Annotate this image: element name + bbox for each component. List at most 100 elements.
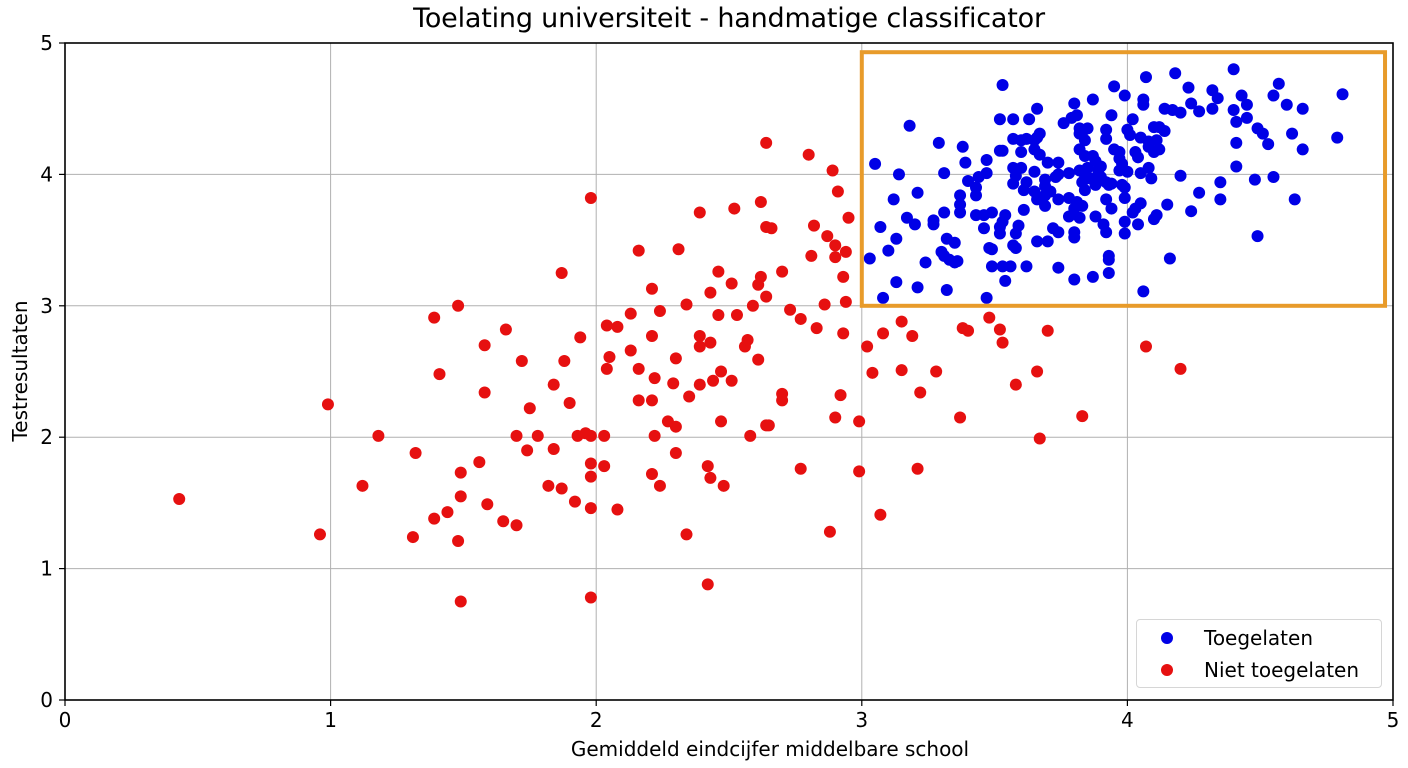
data-point xyxy=(454,490,467,503)
data-point xyxy=(877,291,890,304)
data-point xyxy=(970,189,983,202)
legend: Toegelaten Niet toegelaten xyxy=(1136,619,1382,688)
data-point xyxy=(481,498,494,511)
data-point xyxy=(1256,127,1269,140)
data-point xyxy=(1044,185,1057,198)
data-point xyxy=(1137,285,1150,298)
data-point xyxy=(914,386,927,399)
data-point xyxy=(452,535,465,548)
data-point xyxy=(667,377,680,390)
data-point xyxy=(1009,378,1022,391)
data-point xyxy=(683,390,696,403)
data-point xyxy=(746,299,759,312)
data-point xyxy=(829,411,842,424)
data-point xyxy=(744,429,757,442)
data-point xyxy=(1118,181,1131,194)
data-point xyxy=(1041,235,1054,248)
data-point xyxy=(510,429,523,442)
data-point xyxy=(584,429,597,442)
data-point xyxy=(980,153,993,166)
data-point xyxy=(531,429,544,442)
data-point xyxy=(837,327,850,340)
data-point xyxy=(1039,199,1052,212)
data-point xyxy=(584,502,597,515)
data-point xyxy=(1147,213,1160,226)
data-point xyxy=(762,419,775,432)
data-point xyxy=(645,282,658,295)
data-point xyxy=(1280,98,1293,111)
data-point xyxy=(725,277,738,290)
data-point xyxy=(996,144,1009,157)
data-point xyxy=(752,353,765,366)
axis-ticks: 0 1 2 3 4 5 0 1 2 3 4 5 xyxy=(40,31,1399,732)
legend-label: Niet toegelaten xyxy=(1204,658,1360,682)
x-axis-label: Gemiddeld eindcijfer middelbare school xyxy=(570,737,970,761)
data-point xyxy=(1147,146,1160,159)
data-point xyxy=(1251,230,1264,243)
data-point xyxy=(1331,131,1344,144)
y-tick-label: 2 xyxy=(40,425,53,449)
data-point xyxy=(173,492,186,505)
data-point xyxy=(1076,410,1089,423)
data-point xyxy=(478,339,491,352)
data-point xyxy=(1068,97,1081,110)
data-point xyxy=(632,244,645,257)
data-point xyxy=(908,218,921,231)
data-point xyxy=(1139,71,1152,84)
data-point xyxy=(839,245,852,258)
legend-marker-blue-dot-icon xyxy=(1161,632,1173,644)
data-point xyxy=(672,243,685,256)
data-point xyxy=(1211,92,1224,105)
data-point xyxy=(1158,125,1171,138)
data-point xyxy=(1031,365,1044,378)
data-point xyxy=(563,397,576,410)
data-point xyxy=(1214,176,1227,189)
data-point xyxy=(1089,178,1102,191)
data-point xyxy=(680,298,693,311)
data-point xyxy=(906,330,919,343)
data-point xyxy=(1193,105,1206,118)
data-point xyxy=(1124,128,1137,141)
data-point xyxy=(1118,215,1131,228)
x-tick-label: 3 xyxy=(855,708,868,732)
data-point xyxy=(1267,171,1280,184)
data-point xyxy=(600,362,613,375)
data-point xyxy=(1137,98,1150,111)
data-point xyxy=(510,519,523,532)
data-point xyxy=(558,354,571,367)
data-point xyxy=(1015,146,1028,159)
data-point xyxy=(985,206,998,219)
data-point xyxy=(1142,161,1155,174)
data-point xyxy=(428,311,441,324)
data-point xyxy=(985,260,998,273)
data-point xyxy=(715,415,728,428)
data-point xyxy=(999,274,1012,287)
data-point xyxy=(911,281,924,294)
data-point xyxy=(1240,98,1253,111)
data-point xyxy=(932,136,945,149)
data-point xyxy=(1078,134,1091,147)
y-tick-label: 1 xyxy=(40,557,53,581)
data-point xyxy=(1230,136,1243,149)
data-point xyxy=(1076,199,1089,212)
data-point xyxy=(1102,266,1115,279)
data-point xyxy=(956,140,969,153)
data-point xyxy=(454,595,467,608)
data-point xyxy=(839,295,852,308)
data-point xyxy=(1235,89,1248,102)
y-tick-label: 0 xyxy=(40,688,53,712)
data-point xyxy=(693,340,706,353)
data-point xyxy=(648,429,661,442)
data-point xyxy=(962,324,975,337)
data-point xyxy=(598,460,611,473)
x-tick-label: 0 xyxy=(59,708,72,732)
plot-frame xyxy=(64,42,1394,701)
data-point xyxy=(1009,169,1022,182)
data-point xyxy=(951,255,964,268)
data-point xyxy=(584,192,597,205)
data-point xyxy=(805,249,818,262)
data-point xyxy=(1023,113,1036,126)
data-point xyxy=(954,189,967,202)
data-point xyxy=(1121,165,1134,178)
data-point xyxy=(645,330,658,343)
